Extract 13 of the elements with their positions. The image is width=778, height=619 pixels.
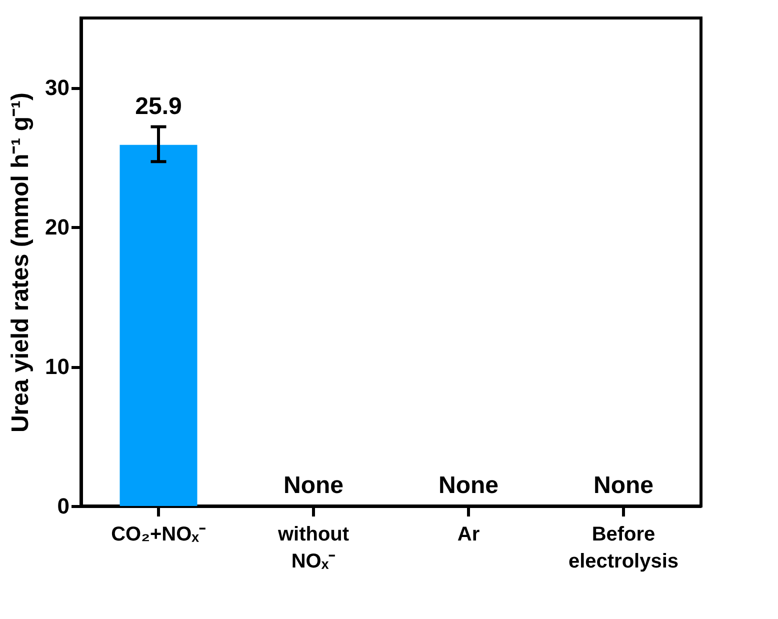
y-axis-title: Urea yield rates (mmol h⁻¹ g⁻¹)	[7, 92, 34, 433]
x-tick-label: without NOₓ⁻	[276, 524, 350, 572]
y-tick-label: 10	[45, 354, 70, 380]
y-tick-label: 20	[45, 214, 70, 240]
text: None	[438, 472, 498, 499]
x-tick-label: CO₂+NOₓ⁻	[111, 524, 206, 546]
y-tick-label: 30	[45, 75, 70, 100]
y-tick-label: 0	[57, 494, 70, 518]
x-tick-label: Before electrolysis	[568, 524, 679, 572]
data-label: 25.9	[135, 92, 182, 120]
text: None	[594, 472, 654, 499]
x-tick-label: Ar	[457, 524, 480, 546]
text: None	[284, 472, 344, 499]
